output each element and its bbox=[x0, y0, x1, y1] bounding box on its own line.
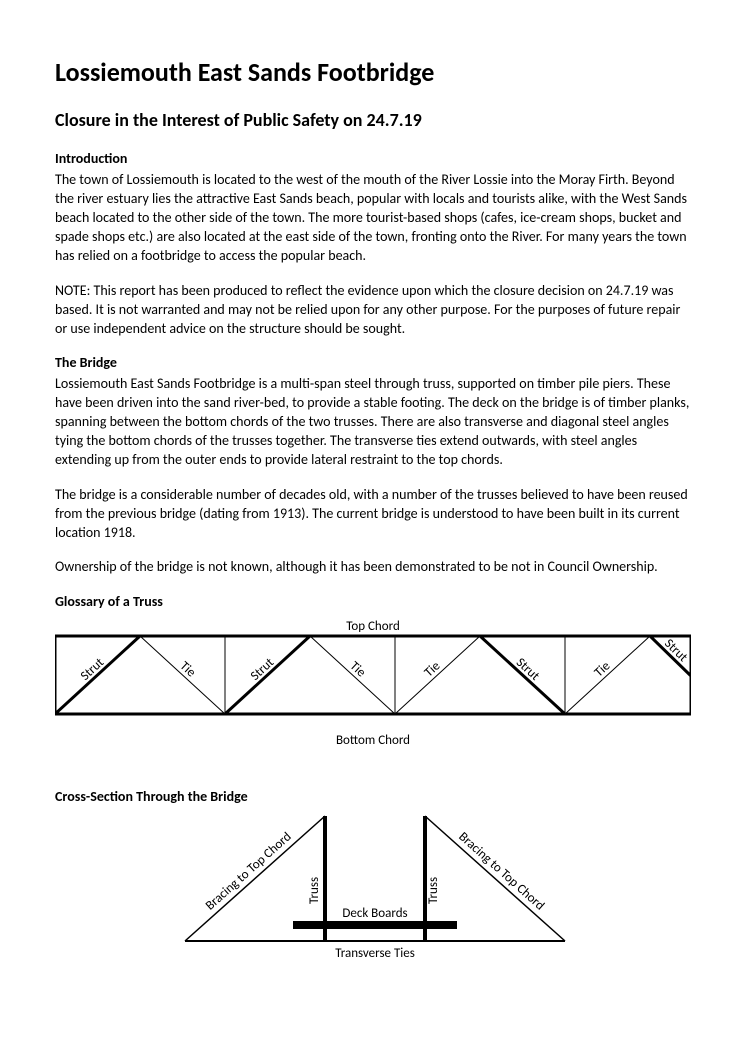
svg-text:Strut: Strut bbox=[661, 636, 691, 665]
bridge-p3: Ownership of the bridge is not known, al… bbox=[55, 558, 691, 577]
svg-text:Tie: Tie bbox=[422, 659, 444, 681]
svg-text:Truss: Truss bbox=[426, 877, 441, 904]
svg-text:Top Chord: Top Chord bbox=[346, 619, 400, 634]
svg-text:Bracing to Top Chord: Bracing to Top Chord bbox=[203, 829, 295, 913]
page-title: Lossiemouth East Sands Footbridge bbox=[55, 55, 691, 90]
svg-text:Tie: Tie bbox=[177, 659, 199, 681]
svg-text:Tie: Tie bbox=[592, 659, 614, 681]
bridge-p2: The bridge is a considerable number of d… bbox=[55, 486, 691, 543]
svg-text:Transverse Ties: Transverse Ties bbox=[335, 946, 415, 961]
page-subtitle: Closure in the Interest of Public Safety… bbox=[55, 108, 691, 132]
svg-text:Bottom Chord: Bottom Chord bbox=[336, 733, 410, 748]
cross-section-diagram: Bracing to Top Chord Bracing to Top Chord… bbox=[55, 811, 691, 981]
bridge-heading: The Bridge bbox=[55, 354, 691, 373]
svg-text:Bracing to Top Chord: Bracing to Top Chord bbox=[455, 829, 547, 913]
bridge-p1: Lossiemouth East Sands Footbridge is a m… bbox=[55, 375, 691, 469]
intro-heading: Introduction bbox=[55, 150, 691, 169]
truss-diagram: Top ChordStrutTieStrutTieTieStrutTieStru… bbox=[55, 616, 691, 776]
svg-text:Tie: Tie bbox=[347, 659, 369, 681]
cross-heading: Cross-Section Through the Bridge bbox=[55, 788, 691, 807]
intro-p2: NOTE: This report has been produced to r… bbox=[55, 282, 691, 339]
intro-p1: The town of Lossiemouth is located to th… bbox=[55, 171, 691, 265]
svg-text:Truss: Truss bbox=[307, 877, 322, 904]
svg-text:Deck Boards: Deck Boards bbox=[342, 906, 407, 921]
glossary-heading: Glossary of a Truss bbox=[55, 593, 691, 612]
